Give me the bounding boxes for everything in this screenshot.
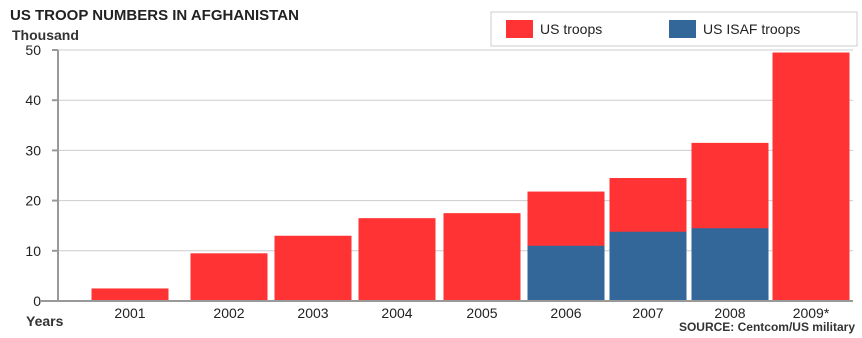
- chart-title: US TROOP NUMBERS IN AFGHANISTAN: [10, 7, 299, 24]
- legend-label-us-troops: US troops: [540, 21, 602, 37]
- x-tick-label: 2004: [381, 305, 412, 321]
- legend: US troops US ISAF troops: [490, 11, 858, 47]
- y-tick-label: 40: [25, 92, 41, 108]
- bar-us-troops-2005: [443, 213, 521, 301]
- x-tick-label: 2009*: [793, 305, 830, 321]
- source-note: SOURCE: Centcom/US military: [679, 320, 855, 334]
- legend-swatch-us-isaf-troops: [669, 20, 696, 38]
- bar-us-isaf-troops-2006: [527, 245, 605, 301]
- bar-us-troops-2002: [190, 253, 268, 301]
- x-tick-label: 2003: [297, 305, 328, 321]
- y-tick-label: 10: [25, 243, 41, 259]
- bar-us-isaf-troops-2007: [609, 231, 687, 301]
- bar-us-troops-2009: [772, 52, 850, 302]
- x-tick-labels: 2001 2002 2003 2004 2005 2006 2007 2008 2009*: [114, 305, 829, 321]
- bar-us-troops-2003: [274, 235, 352, 301]
- y-axis-label: Thousand: [12, 27, 79, 43]
- x-tick-label: 2002: [213, 305, 244, 321]
- x-tick-label: 2007: [632, 305, 663, 321]
- bars: [91, 52, 850, 302]
- y-tick-label: 30: [25, 142, 41, 158]
- y-tick-label: 50: [25, 42, 41, 58]
- bar-us-troops-2004: [358, 218, 436, 301]
- legend-label-us-isaf-troops: US ISAF troops: [703, 21, 800, 37]
- x-axis-label: Years: [26, 313, 64, 329]
- x-tick-label: 2008: [714, 305, 745, 321]
- x-tick-label: 2006: [550, 305, 581, 321]
- bar-us-isaf-troops-2008: [691, 228, 769, 301]
- x-tick-label: 2001: [114, 305, 145, 321]
- bar-us-troops-2001: [91, 288, 169, 301]
- legend-swatch-us-troops: [506, 20, 533, 38]
- y-tick-labels: 0 10 20 30 40 50: [25, 42, 58, 309]
- y-tick-label: 20: [25, 193, 41, 209]
- x-tick-label: 2005: [466, 305, 497, 321]
- y-tick-label: 0: [33, 293, 41, 309]
